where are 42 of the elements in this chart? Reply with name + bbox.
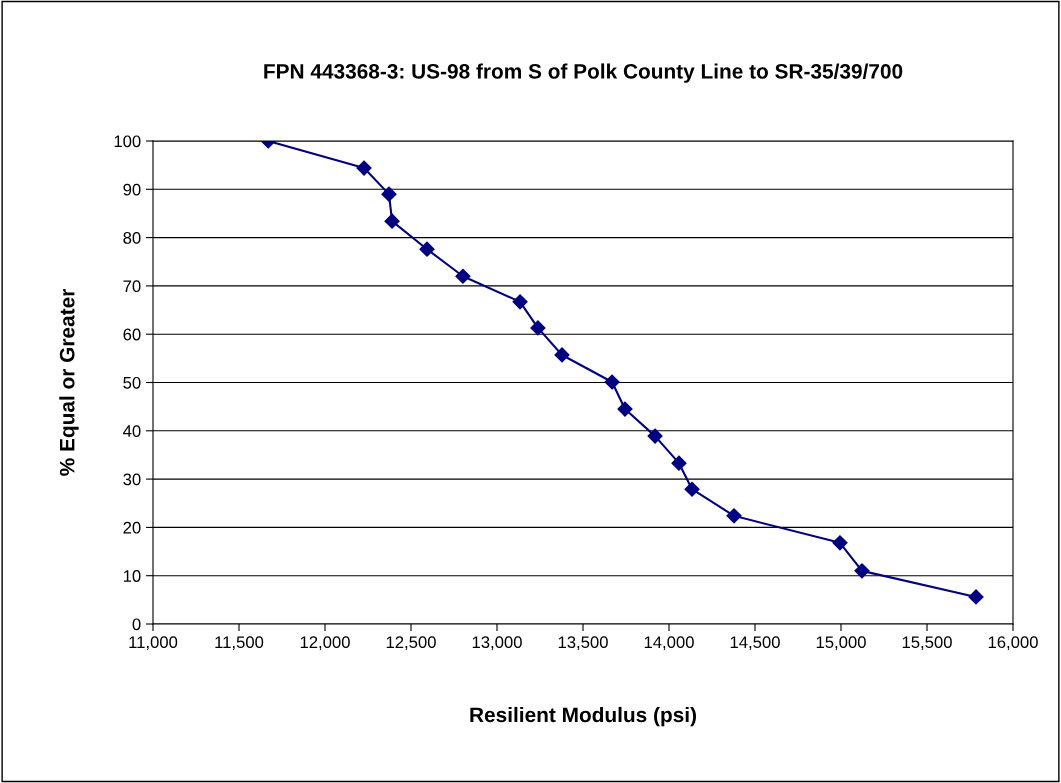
x-axis-title: Resilient Modulus (psi) [470,706,696,727]
x-tick-label: 14,000 [644,636,694,651]
y-tick-label: 30 [123,473,141,486]
point [356,160,372,176]
y-axis-title: % Equal or Greater [59,289,79,476]
point [854,563,870,579]
x-tick-label: 13,000 [472,636,522,651]
y-tick-label: 20 [123,521,141,534]
y-tick-label: 0 [132,618,141,631]
x-tick-label: 15,500 [902,636,952,651]
point [604,374,620,390]
point [671,455,687,471]
y-tick-label: 50 [123,376,141,389]
x-tick-label: 13,500 [558,636,608,651]
x-tick-label: 11,000 [129,636,178,651]
x-tick-label: 11,500 [215,636,264,651]
x-tick-label: 14,500 [730,636,780,651]
point [384,213,400,229]
chart-title: FPN 443368-3: US-98 from S of Polk County Line to SR-35/39/700 [264,63,903,83]
point [968,589,984,605]
y-tick-label: 100 [114,135,141,148]
y-tick-label: 40 [123,425,141,437]
point [512,294,528,310]
y-tick-label: 60 [123,328,141,341]
y-tick-label: 90 [123,183,141,196]
x-tick-label: 12,000 [300,636,350,651]
x-tick-label: 15,000 [816,636,866,651]
point [554,347,570,363]
point [455,268,471,284]
y-tick-label: 80 [123,232,141,244]
point [419,241,435,257]
point [530,320,546,336]
y-tick-label: 70 [123,280,141,293]
x-tick-label: 12,500 [386,636,436,651]
point [617,401,633,417]
point [726,508,742,524]
point [832,535,848,551]
point [684,481,700,497]
y-tick-label: 10 [123,570,141,582]
point [381,186,397,202]
x-tick-label: 16,000 [988,636,1038,651]
point [647,428,663,444]
